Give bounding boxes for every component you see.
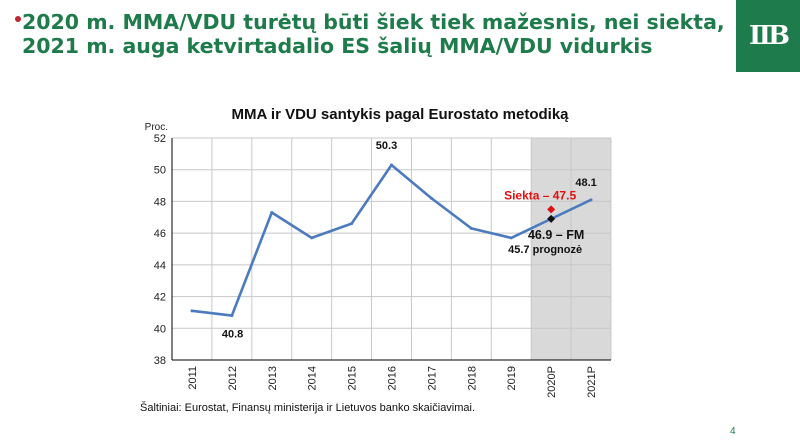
bank-logo: ⅡB: [736, 0, 800, 72]
label-fm-forecast: 46.9 – FM: [528, 228, 584, 242]
data-point: [270, 211, 274, 215]
x-tick-label: 2017: [426, 366, 438, 390]
target-marker: [547, 205, 556, 214]
x-tick-label: 2013: [267, 366, 279, 390]
data-point: [310, 236, 314, 240]
y-tick-label: 42: [154, 292, 166, 304]
data-point: [390, 163, 393, 167]
data-point: [429, 196, 433, 200]
bank-logo-icon: ⅡB: [749, 21, 790, 51]
x-tick-label: 2012: [227, 366, 239, 390]
label-prognosis: 45.7 prognozė: [508, 244, 582, 256]
ministry-marker: [547, 214, 556, 223]
label-2012-min: 40.8: [222, 329, 243, 341]
y-tick-label: 44: [154, 260, 166, 272]
x-tick-label: 2016: [387, 366, 399, 390]
x-tick-label: 2014: [307, 366, 319, 390]
data-point: [230, 314, 234, 318]
label-2021-value: 48.1: [575, 177, 596, 189]
data-point: [509, 236, 513, 240]
y-tick-label: 38: [154, 355, 166, 367]
slide-title: 2020 m. MMA/VDU turėtų būti šiek tiek ma…: [22, 10, 725, 58]
x-tick-label: 2020P: [546, 366, 558, 398]
data-point: [190, 309, 194, 313]
y-tick-label: 40: [154, 323, 166, 335]
page-number: 4: [730, 426, 736, 437]
title-bullet: [15, 16, 21, 22]
label-target: Siekta – 47.5: [504, 188, 576, 202]
chart-title: MMA ir VDU santykis pagal Eurostato meto…: [231, 106, 569, 123]
x-tick-label: 2021P: [586, 366, 598, 398]
y-tick-label: 48: [154, 196, 166, 208]
y-axis-label: Proc.: [145, 122, 168, 133]
data-point: [350, 222, 354, 226]
y-tick-label: 46: [154, 228, 166, 240]
data-point: [469, 226, 473, 230]
source-note: Šaltiniai: Eurostat, Finansų ministerija…: [140, 402, 476, 414]
x-tick-label: 2019: [506, 366, 518, 390]
y-tick-label: 50: [154, 165, 166, 177]
x-tick-label: 2011: [187, 366, 199, 390]
x-tick-label: 2015: [347, 366, 359, 390]
x-tick-label: 2018: [466, 366, 478, 390]
y-tick-label: 52: [154, 133, 166, 145]
data-point: [589, 198, 593, 202]
label-2016-peak: 50.3: [376, 140, 397, 152]
